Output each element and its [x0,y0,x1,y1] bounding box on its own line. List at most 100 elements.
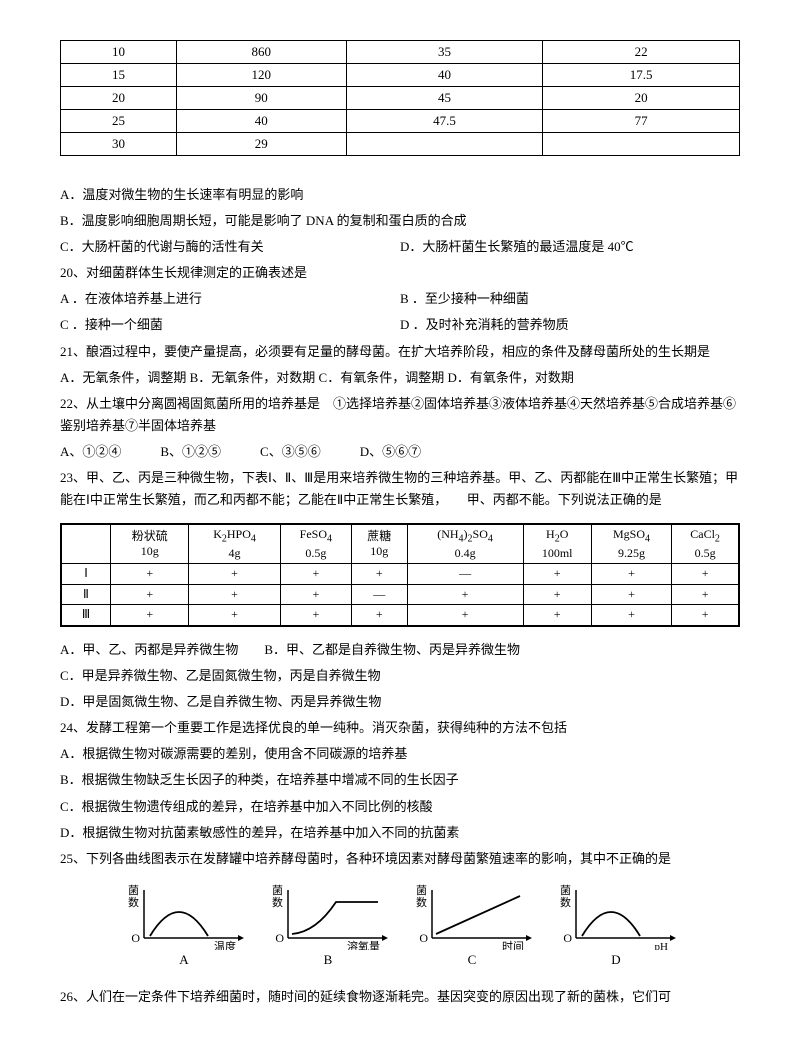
chart-b: 菌 数 O 溶氧量 B [268,880,388,968]
svg-text:菌: 菌 [416,884,427,897]
cell [61,524,111,563]
option-a: A．温度对微生物的生长速率有明显的影响 [60,184,740,206]
q24-d: D．根据微生物对抗菌素敏感性的差异，在培养基中加入不同的抗菌素 [60,822,740,844]
q24-b: B．根据微生物缺乏生长因子的种类，在培养基中增减不同的生长因子 [60,769,740,791]
cell: + [523,584,591,605]
cell: + [591,584,671,605]
svg-text:数: 数 [128,896,139,909]
table-body: 10 860 35 22 15 120 40 17.5 20 90 45 20 … [61,41,740,156]
cell: + [111,564,189,585]
chart-label: D [611,952,620,968]
option-c: C．大肠杆菌的代谢与酶的活性有关 [60,236,400,258]
cell: + [189,605,280,626]
cell: 30 [61,133,177,156]
cell: 77 [543,110,740,133]
q25-stem: 25、下列各曲线图表示在发酵罐中培养酵母菌时，各种环境因素对酵母菌繁殖速率的影响… [60,848,740,870]
cell: + [111,584,189,605]
svg-text:菌: 菌 [128,884,139,897]
table-temperature: 10 860 35 22 15 120 40 17.5 20 90 45 20 … [60,40,740,156]
cell: 20 [543,87,740,110]
table-row: Ⅰ + + + + — + + + [61,564,739,585]
cell: — [407,564,523,585]
option-d: D．大肠杆菌生长繁殖的最适温度是 40℃ [400,236,740,258]
cell: 860 [176,41,346,64]
cell [346,133,543,156]
cell: MgSO49.25g [591,524,671,563]
table-row: Ⅱ + + + — + + + + [61,584,739,605]
svg-text:数: 数 [560,896,571,909]
cell: + [591,564,671,585]
chart-a: 菌 数 O 温度 A [124,880,244,968]
cell: 40 [346,64,543,87]
cell: 17.5 [543,64,740,87]
cell: + [672,605,739,626]
svg-text:pH: pH [655,941,669,950]
cell: + [352,564,407,585]
q22-opts: A、①②④ B、①②⑤ C、③⑤⑥ D、⑤⑥⑦ [60,441,740,463]
cell: 15 [61,64,177,87]
cell: 35 [346,41,543,64]
table-row: 25 40 47.5 77 [61,110,740,133]
table-row: 10 860 35 22 [61,41,740,64]
q24-stem: 24、发酵工程第一个重要工作是选择优良的单一纯种。消灭杂菌，获得纯种的方法不包括 [60,717,740,739]
q20-stem: 20、对细菌群体生长规律测定的正确表述是 [60,262,740,284]
svg-text:O: O [131,931,140,945]
cell: Ⅱ [61,584,111,605]
q20-a: A ．在液体培养基上进行 [60,288,400,310]
svg-text:数: 数 [416,896,427,909]
q21-opts: A．无氧条件，调整期 B．无氧条件，对数期 C．有氧条件，调整期 D．有氧条件，… [60,367,740,389]
chart-c: 菌 数 O 时间 C [412,880,532,968]
q20-d: D ．及时补充消耗的营养物质 [400,314,740,336]
cell: CaCl20.5g [672,524,739,563]
q20-c: C ．接种一个细菌 [60,314,400,336]
cell: + [672,564,739,585]
q23-d: D．甲是固氮微生物、乙是自养微生物、丙是异养微生物 [60,691,740,713]
svg-text:O: O [419,931,428,945]
cell: 10 [61,41,177,64]
q23-stem: 23、甲、乙、丙是三种微生物，下表Ⅰ、Ⅱ、Ⅲ是用来培养微生物的三种培养基。甲、乙… [60,467,740,511]
chart-d: 菌 数 O pH D [556,880,676,968]
cell: (NH4)2SO40.4g [407,524,523,563]
table-row: 粉状硫10g K2HPO44g FeSO40.5g 蔗糖10g (NH4)2SO… [61,524,739,563]
cell: + [523,564,591,585]
table-row: Ⅲ + + + + + + + + [61,605,739,626]
cell [543,133,740,156]
table-media: 粉状硫10g K2HPO44g FeSO40.5g 蔗糖10g (NH4)2SO… [60,523,740,627]
svg-text:温度: 温度 [214,939,236,950]
cell: + [352,605,407,626]
q24-a: A．根据微生物对碳源需要的差别，使用含不同碳源的培养基 [60,743,740,765]
svg-text:溶氧量: 溶氧量 [347,939,380,950]
table-row: 15 120 40 17.5 [61,64,740,87]
cell: 25 [61,110,177,133]
cell: Ⅲ [61,605,111,626]
option-b: B．温度影响细胞周期长短，可能是影响了 DNA 的复制和蛋白质的合成 [60,210,740,232]
cell: — [352,584,407,605]
cell: K2HPO44g [189,524,280,563]
chart-label: C [468,952,477,968]
cell: + [111,605,189,626]
q21-stem: 21、酿酒过程中，要使产量提高，必须要有足量的酵母菌。在扩大培养阶段，相应的条件… [60,341,740,363]
cell: 29 [176,133,346,156]
cell: + [407,584,523,605]
cell: + [189,584,280,605]
cell: 40 [176,110,346,133]
q20-b: B ．至少接种一种细菌 [400,288,740,310]
q24-c: C．根据微生物遗传组成的差异，在培养基中加入不同比例的核酸 [60,796,740,818]
svg-text:O: O [275,931,284,945]
q23-c: C．甲是异养微生物、乙是固氮微生物，丙是自养微生物 [60,665,740,687]
table-row: 30 29 [61,133,740,156]
cell: 47.5 [346,110,543,133]
cell: Ⅰ [61,564,111,585]
cell: H2O100ml [523,524,591,563]
cell: FeSO40.5g [280,524,351,563]
q23-a: A．甲、乙、丙都是异养微生物 B．甲、乙都是自养微生物、丙是异养微生物 [60,639,740,661]
table-row: 20 90 45 20 [61,87,740,110]
cell: + [280,605,351,626]
cell: + [280,564,351,585]
cell: + [407,605,523,626]
cell: 22 [543,41,740,64]
chart-label: A [179,952,188,968]
q26-stem: 26、人们在一定条件下培养细菌时，随时间的延续食物逐渐耗完。基因突变的原因出现了… [60,986,740,1008]
cell: + [280,584,351,605]
cell: 蔗糖10g [352,524,407,563]
